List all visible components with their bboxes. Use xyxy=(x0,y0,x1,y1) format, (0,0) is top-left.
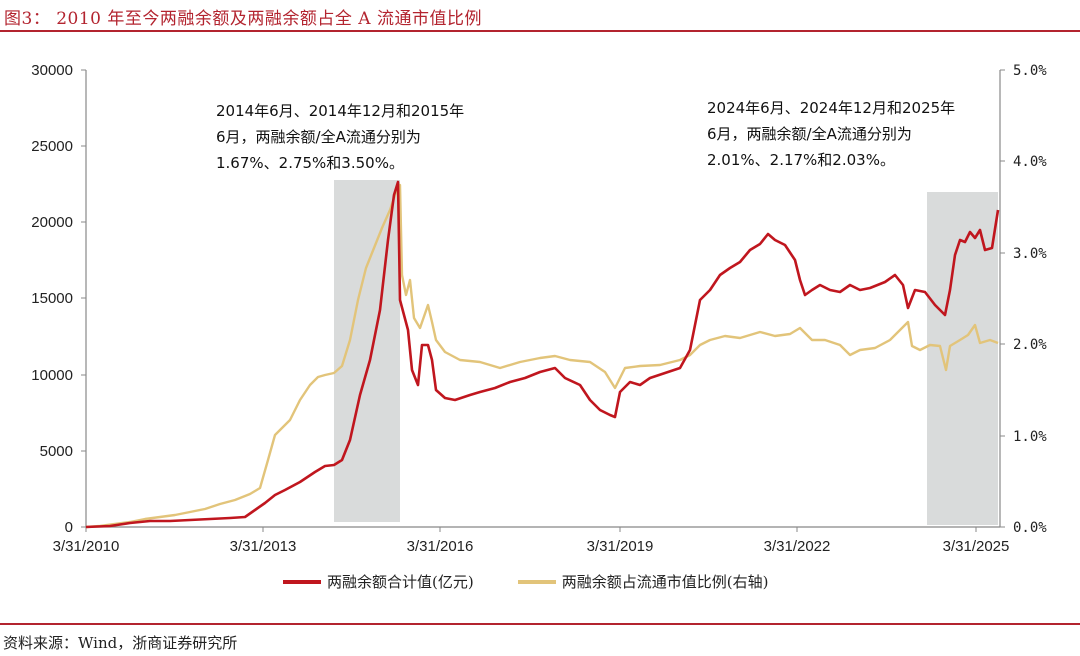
y-tick-label: 0 xyxy=(65,519,73,536)
annotation-line: 1.67%、2.75%和3.50%。 xyxy=(216,154,404,172)
y2-tick-label: 0.0% xyxy=(1013,520,1047,536)
legend-item-balance: 两融余额合计值(亿元) xyxy=(283,571,474,592)
legend-label: 两融余额占流通市值比例(右轴) xyxy=(561,573,769,591)
y2-tick-label: 5.0% xyxy=(1013,63,1047,79)
y-tick-label: 15000 xyxy=(31,290,73,307)
y-tick-label: 20000 xyxy=(31,214,73,231)
annotation-line: 2024年6月、2024年12月和2025年 xyxy=(707,99,956,117)
y-tick-label: 10000 xyxy=(31,367,73,384)
y2-tick-label: 4.0% xyxy=(1013,154,1047,170)
y2-tick-label: 1.0% xyxy=(1013,429,1047,445)
annotation-2014-2015: 2014年6月、2014年12月和2015年 6月，两融余额/全A流通分别为 1.6… xyxy=(216,98,464,176)
chart-svg: 30000 25000 20000 15000 10000 5000 0 5.0… xyxy=(31,62,1047,555)
y2-tick-label: 2.0% xyxy=(1013,337,1047,353)
x-axis: 3/31/2010 3/31/2013 3/31/2016 3/31/2019 … xyxy=(53,526,1010,555)
annotation-line: 2014年6月、2014年12月和2015年 xyxy=(216,102,465,120)
y2-tick-label: 3.0% xyxy=(1013,246,1047,262)
legend-label: 两融余额合计值(亿元) xyxy=(327,573,474,591)
highlight-box-2024-2025 xyxy=(927,192,998,525)
y-tick-label: 30000 xyxy=(31,62,73,79)
x-tick-label: 3/31/2016 xyxy=(407,538,474,555)
x-tick-label: 3/31/2010 xyxy=(53,538,120,555)
legend-swatch-gold xyxy=(517,579,556,584)
y-tick-label: 5000 xyxy=(40,443,73,460)
footer-divider xyxy=(0,623,1080,625)
x-tick-label: 3/31/2025 xyxy=(943,538,1010,555)
chart-legend: 两融余额合计值(亿元) 两融余额占流通市值比例(右轴) xyxy=(283,571,812,592)
annotation-line: 6月，两融余额/全A流通分别为 xyxy=(707,125,912,143)
title-divider xyxy=(0,30,1080,32)
legend-swatch-red xyxy=(283,579,321,584)
annotation-line: 6月，两融余额/全A流通分别为 xyxy=(216,128,421,146)
series-ratio-line xyxy=(85,183,999,529)
x-tick-label: 3/31/2013 xyxy=(230,538,297,555)
x-tick-label: 3/31/2019 xyxy=(587,538,654,555)
left-y-axis: 30000 25000 20000 15000 10000 5000 0 xyxy=(31,62,87,536)
legend-item-ratio: 两融余额占流通市值比例(右轴) xyxy=(517,571,769,592)
series-balance-line xyxy=(85,180,1000,529)
annotation-2024-2025: 2024年6月、2024年12月和2025年 6月，两融余额/全A流通分别为 2.0… xyxy=(707,95,955,173)
right-y-axis: 5.0% 4.0% 3.0% 2.0% 1.0% 0.0% xyxy=(999,63,1047,536)
source-note: 资料来源：Wind，浙商证券研究所 xyxy=(3,634,238,652)
x-tick-label: 3/31/2022 xyxy=(764,538,831,555)
y-tick-label: 25000 xyxy=(31,138,73,155)
annotation-line: 2.01%、2.17%和2.03%。 xyxy=(707,151,895,169)
chart-title: 图3： 2010 年至今两融余额及两融余额占全 A 流通市值比例 xyxy=(4,9,482,29)
